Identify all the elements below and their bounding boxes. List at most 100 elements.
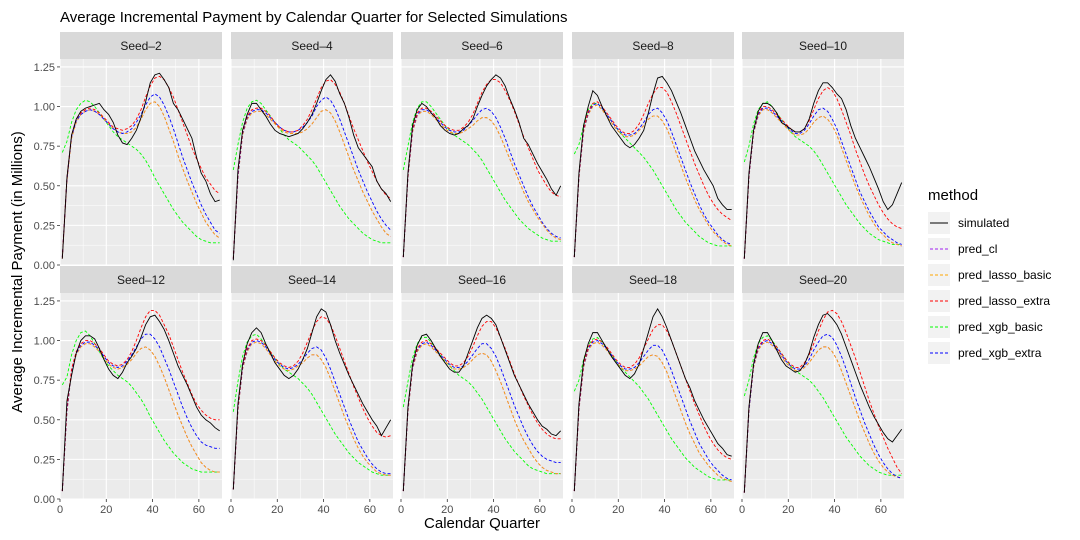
series-line-pred-lasso-basic — [232, 109, 391, 259]
x-tick-label: 60 — [705, 504, 717, 516]
series-line-pred-lasso-basic — [402, 110, 561, 258]
y-tick-label: 0.75 — [34, 141, 55, 153]
legend-title: method — [928, 187, 978, 204]
y-tick-label: 0.00 — [34, 494, 55, 506]
panel-background — [231, 59, 393, 265]
x-tick-label: 0 — [569, 504, 575, 516]
facet-strip-label: Seed–2 — [120, 39, 162, 53]
facet-panel: Seed–8 — [571, 32, 734, 266]
series-group — [61, 72, 220, 259]
series-line-pred-xgb-extra — [402, 107, 561, 258]
x-tick-label: 20 — [782, 504, 794, 516]
series-line-pred-lasso-basic — [743, 109, 902, 259]
series-line-pred-xgb-basic — [573, 102, 732, 247]
series-line-simulated — [402, 74, 562, 258]
legend-item: pred_lasso_basic — [928, 264, 1051, 286]
legend-key — [928, 290, 950, 312]
series-line-simulated — [743, 82, 903, 259]
series-line-pred-xgb-basic — [402, 101, 561, 242]
facet-strip-label: Seed–18 — [629, 273, 677, 287]
y-axis-title: Average Incremental Payment (in Millions… — [9, 131, 26, 413]
legend-label: simulated — [958, 216, 1009, 230]
legend-label: pred_cl — [958, 242, 997, 256]
series-line-pred-xgb-extra — [743, 333, 902, 493]
series-line-pred-lasso-basic — [402, 343, 561, 492]
y-tick-label: 1.00 — [34, 336, 55, 348]
legend-item: pred_xgb_basic — [928, 316, 1043, 338]
x-tick-label: 20 — [271, 504, 283, 516]
series-line-simulated — [573, 75, 732, 258]
x-tick-label: 40 — [317, 504, 329, 516]
panel-background — [572, 293, 734, 499]
facet-strip-label: Seed–6 — [461, 39, 503, 53]
x-axis-title: Calendar Quarter — [424, 515, 540, 532]
legend-label: pred_lasso_basic — [958, 268, 1051, 282]
series-line-pred-xgb-basic — [61, 330, 220, 473]
facet-panel: Seed–4 — [230, 32, 393, 266]
legend-label: pred_lasso_extra — [958, 294, 1050, 308]
x-tick-label: 20 — [612, 504, 624, 516]
x-tick-label: 40 — [658, 504, 670, 516]
panel-background — [60, 59, 222, 265]
legend-label: pred_xgb_basic — [958, 320, 1043, 334]
legend-item: pred_cl — [928, 238, 997, 260]
x-tick-label: 40 — [828, 504, 840, 516]
facet-panel: Seed–2 0.00 0.25 0.50 0.75 1.00 1.25 — [34, 32, 222, 272]
series-line-pred-xgb-extra — [402, 341, 561, 492]
facet-strip — [401, 32, 563, 59]
facet-panel: Seed–20 0 20 40 60 — [739, 266, 904, 516]
panel-background — [401, 293, 563, 499]
panel-background — [742, 293, 904, 499]
legend-key — [928, 342, 950, 364]
facet-strip-label: Seed–20 — [799, 273, 847, 287]
series-line-pred-xgb-extra — [232, 340, 391, 490]
series-line-pred-xgb-basic — [402, 336, 561, 475]
series-group — [743, 82, 903, 259]
series-line-simulated — [61, 72, 220, 259]
series-line-pred-xgb-extra — [232, 96, 392, 259]
y-tick-label: 1.25 — [34, 62, 55, 74]
legend-item: pred_lasso_extra — [928, 290, 1050, 312]
series-line-pred-lasso-basic — [743, 341, 902, 493]
series-line-simulated — [232, 308, 392, 490]
series-group — [232, 308, 392, 490]
x-tick-label: 60 — [875, 504, 887, 516]
panel-grid: Seed–2 0.00 0.25 0.50 0.75 1.00 1.25 Seed–4 Seed… — [34, 32, 904, 516]
series-line-pred-xgb-extra — [573, 102, 732, 258]
facet-strip — [742, 266, 904, 293]
series-line-pred-lasso-extra — [61, 75, 220, 258]
series-line-pred-lasso-basic — [61, 101, 220, 259]
x-tick-label: 20 — [100, 504, 112, 516]
facet-panel: Seed–16 0 20 40 60 — [398, 266, 563, 516]
series-line-pred-lasso-extra — [402, 321, 561, 492]
x-tick-label: 0 — [57, 504, 63, 516]
facet-strip-label: Seed–14 — [288, 273, 336, 287]
y-tick-label: 1.25 — [34, 296, 55, 308]
x-tick-label: 40 — [146, 504, 158, 516]
series-group — [573, 307, 732, 492]
facet-strip — [572, 32, 734, 59]
x-tick-label: 20 — [441, 504, 453, 516]
series-line-pred-xgb-extra — [61, 93, 220, 258]
series-line-pred-lasso-extra — [573, 87, 732, 258]
panel-background — [401, 59, 563, 265]
facet-strip — [401, 266, 563, 293]
series-group — [61, 309, 220, 492]
x-tick-label: 0 — [739, 504, 745, 516]
panel-background — [742, 59, 904, 265]
series-line-pred-xgb-basic — [743, 335, 902, 476]
x-tick-label: 0 — [398, 504, 404, 516]
legend-label: pred_xgb_extra — [958, 346, 1042, 360]
facet-panel: Seed–10 — [741, 32, 904, 266]
legend-item: pred_xgb_extra — [928, 342, 1042, 364]
series-line-pred-lasso-extra — [573, 324, 732, 492]
panel-background — [231, 293, 393, 499]
series-line-pred-xgb-extra — [573, 340, 732, 492]
legend: method simulated pred_cl pred_lasso_basicp… — [928, 187, 1051, 364]
series-group — [402, 314, 562, 492]
facet-strip-label: Seed–10 — [799, 39, 847, 53]
series-line-simulated — [743, 313, 903, 493]
facet-strip — [60, 32, 222, 59]
series-line-pred-lasso-basic — [61, 343, 220, 492]
